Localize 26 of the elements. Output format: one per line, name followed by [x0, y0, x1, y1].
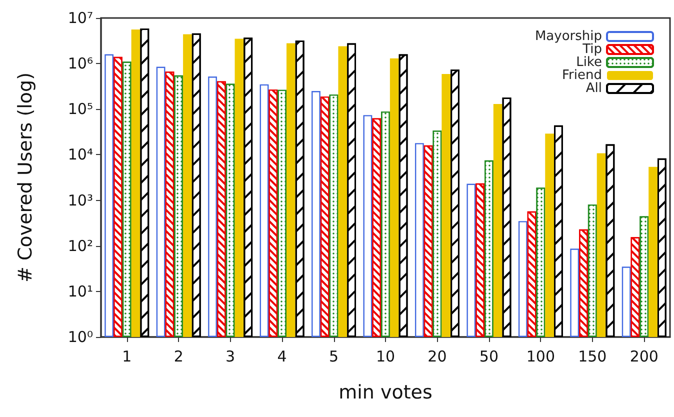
legend-label: Mayorship: [534, 29, 602, 44]
x-tick-label: 10: [376, 348, 396, 366]
x-tick-label: 4: [277, 348, 287, 366]
x-axis-title: min votes: [338, 382, 432, 404]
x-tick-label: 1: [122, 348, 132, 366]
x-tick-label: 5: [329, 348, 339, 366]
x-tick-label: 200: [630, 348, 658, 366]
x-tick-label: 2: [174, 348, 184, 366]
x-tick-label: 100: [526, 348, 555, 366]
x-tick-label: 50: [479, 348, 498, 366]
x-tick-label: 150: [578, 348, 607, 366]
legend-label: All: [586, 81, 602, 96]
y-axis-title: # Covered Users (log): [14, 72, 36, 283]
legend-label: Tip: [582, 42, 602, 57]
y-tick-label: 10¹: [68, 282, 93, 300]
y-tick-label: 10⁵: [68, 100, 93, 118]
legend-label: Friend: [562, 68, 602, 83]
legend-label: Like: [576, 55, 602, 70]
x-tick-label: 3: [226, 348, 236, 366]
y-tick-label: 10²: [68, 236, 93, 255]
y-tick-label: 10⁴: [68, 146, 93, 164]
x-tick-label: 20: [428, 348, 447, 366]
y-tick-label: 10⁰: [68, 328, 93, 346]
y-tick-label: 10⁶: [68, 54, 93, 73]
y-tick-label: 10³: [68, 191, 93, 210]
y-tick-label: 10⁷: [68, 9, 93, 27]
